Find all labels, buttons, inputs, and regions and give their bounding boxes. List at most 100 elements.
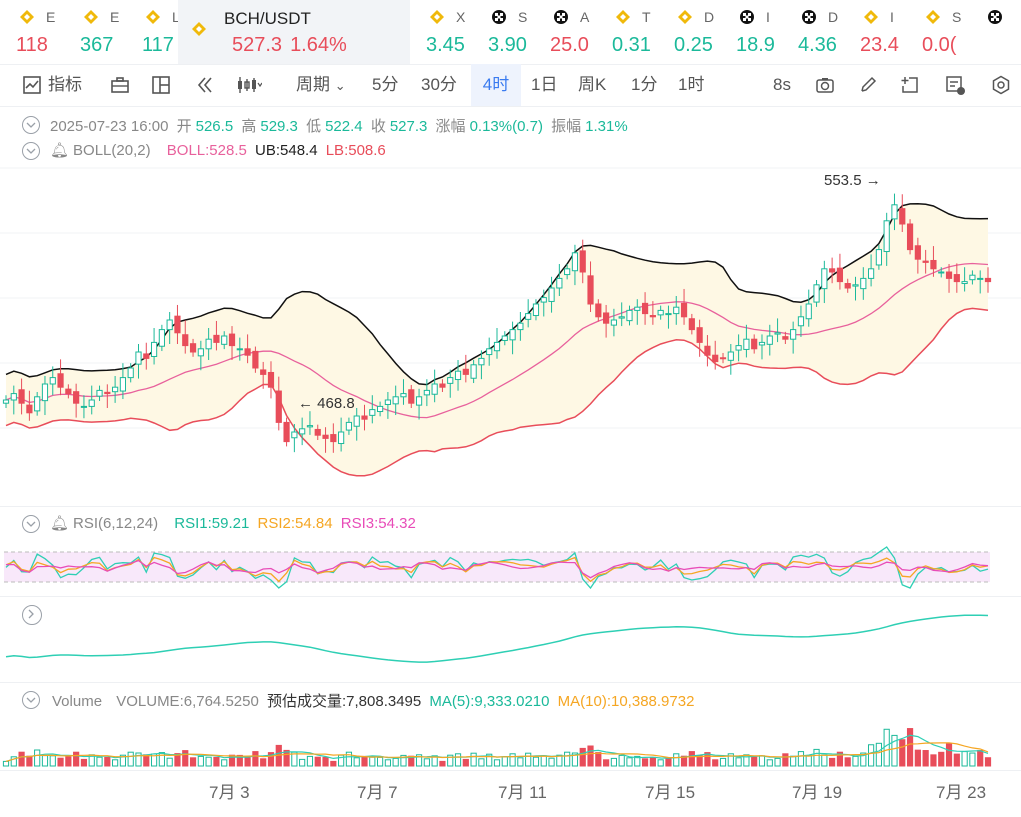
collapse-rsi-button[interactable]	[22, 515, 40, 533]
bell-icon[interactable]: 🔔︎	[50, 515, 70, 532]
candle-body	[104, 391, 111, 395]
candle-body	[330, 434, 337, 443]
candle-body	[665, 313, 672, 316]
volume-bar	[400, 754, 407, 767]
ticker-item[interactable]: L 117	[126, 0, 178, 64]
expand-indicator-button[interactable]	[22, 605, 42, 625]
ticker-item[interactable]: BCH/USDT 527.3 1.64%	[178, 0, 410, 64]
tab-interval-1w[interactable]: 周K	[578, 75, 607, 94]
camera-icon[interactable]	[815, 75, 835, 95]
candle-body	[797, 316, 805, 327]
candle-body	[696, 327, 703, 343]
candle-type-icon[interactable]	[236, 75, 262, 95]
rsi2-value: RSI2:54.84	[257, 515, 333, 532]
volume-bar	[875, 742, 882, 767]
candle-body	[844, 283, 851, 289]
ticker-item[interactable]: E 118	[0, 0, 64, 64]
template-icon[interactable]	[945, 75, 965, 95]
ticker-item[interactable]: S 3.90	[472, 0, 534, 64]
tab-interval-1min[interactable]: 1分	[631, 75, 658, 94]
candle-body	[517, 322, 524, 331]
settings-icon[interactable]	[991, 75, 1011, 95]
indicator-button[interactable]: 指标	[48, 75, 82, 94]
candle-body	[790, 329, 797, 340]
binance-icon	[430, 10, 444, 24]
rsi3-line	[5, 559, 989, 579]
ticker-item[interactable]: S 0.0(	[906, 0, 968, 64]
add-window-icon[interactable]	[900, 75, 920, 95]
pane-divider	[0, 596, 1021, 597]
candle-body	[252, 350, 259, 369]
briefcase-icon[interactable]	[110, 75, 130, 95]
volume-bar	[127, 751, 134, 767]
price-chart[interactable]	[0, 166, 1021, 778]
candle-body	[501, 335, 508, 341]
candle-body	[213, 334, 220, 343]
candle-body	[743, 338, 750, 350]
candle-body	[275, 390, 282, 423]
ticker-item[interactable]: I 18.9	[720, 0, 782, 64]
candle-body	[49, 377, 56, 385]
candle-body	[88, 399, 95, 407]
volume-bar	[649, 756, 656, 767]
candle-body	[158, 329, 165, 347]
close-label: 收	[370, 118, 386, 135]
ticker-item[interactable]: D 0.25	[658, 0, 720, 64]
candle-body	[244, 348, 251, 356]
low-annotation: ← 468.8	[298, 395, 355, 412]
candle-body	[571, 252, 579, 272]
candle-body	[73, 391, 80, 404]
bell-icon[interactable]: 🔔︎	[50, 142, 70, 159]
candle-body	[205, 338, 212, 350]
candle-body	[260, 369, 267, 375]
boll-lower-line	[5, 307, 989, 477]
refresh-interval[interactable]: 8s	[773, 75, 791, 94]
candle-body	[930, 259, 937, 270]
collapse-boll-button[interactable]	[22, 142, 40, 160]
collapse-ohlc-button[interactable]	[22, 116, 40, 134]
ticker-item[interactable]: E 367	[64, 0, 126, 64]
tab-interval-5m[interactable]: 5分	[372, 75, 399, 94]
pencil-icon[interactable]	[858, 75, 878, 95]
ticker-price: 118	[16, 34, 48, 56]
collapse-volume-button[interactable]	[22, 691, 40, 709]
candle-body	[548, 287, 555, 302]
candle-body	[969, 274, 976, 281]
volume-bar	[228, 754, 236, 767]
binance-icon	[926, 10, 940, 24]
candle-body	[758, 341, 766, 346]
volume-bar	[953, 753, 960, 767]
volume-bar	[540, 755, 547, 767]
tab-interval-4h[interactable]: 4时	[471, 64, 521, 106]
candle-body	[922, 260, 929, 263]
tab-interval-1h[interactable]: 1时	[678, 75, 705, 94]
volume-bar	[532, 756, 540, 767]
volume-bar	[525, 752, 532, 767]
volume-bar	[96, 756, 103, 767]
volume-bar	[197, 755, 204, 767]
candle-body	[299, 428, 306, 435]
volume-bar	[914, 749, 921, 767]
ticker-item[interactable]: A 25.0	[534, 0, 596, 64]
candle-body	[875, 249, 882, 266]
candle-body	[688, 318, 695, 331]
rewind-icon[interactable]	[195, 75, 215, 95]
tab-interval-1d[interactable]: 1日	[531, 75, 558, 94]
candle-body	[18, 389, 25, 404]
change-label: 涨幅	[435, 118, 466, 135]
ticker-item[interactable]: D 4.36	[782, 0, 844, 64]
tab-interval-30m[interactable]: 30分	[421, 75, 457, 94]
volume-bar	[205, 756, 212, 767]
ticker-item[interactable]: T 0.31	[596, 0, 658, 64]
period-dropdown[interactable]: 周期 ⌄	[296, 75, 346, 94]
ticker-item[interactable]: X 3.45	[410, 0, 472, 64]
ticker-item[interactable]: I 23.4	[844, 0, 906, 64]
candle-body	[821, 268, 828, 290]
layout-icon[interactable]	[151, 75, 171, 95]
ticker-item[interactable]: 已	[968, 0, 1008, 64]
candle-body	[751, 338, 758, 350]
indicator-icon[interactable]	[22, 75, 42, 95]
open-value: 526.5	[195, 118, 234, 135]
candle-body	[618, 316, 625, 319]
